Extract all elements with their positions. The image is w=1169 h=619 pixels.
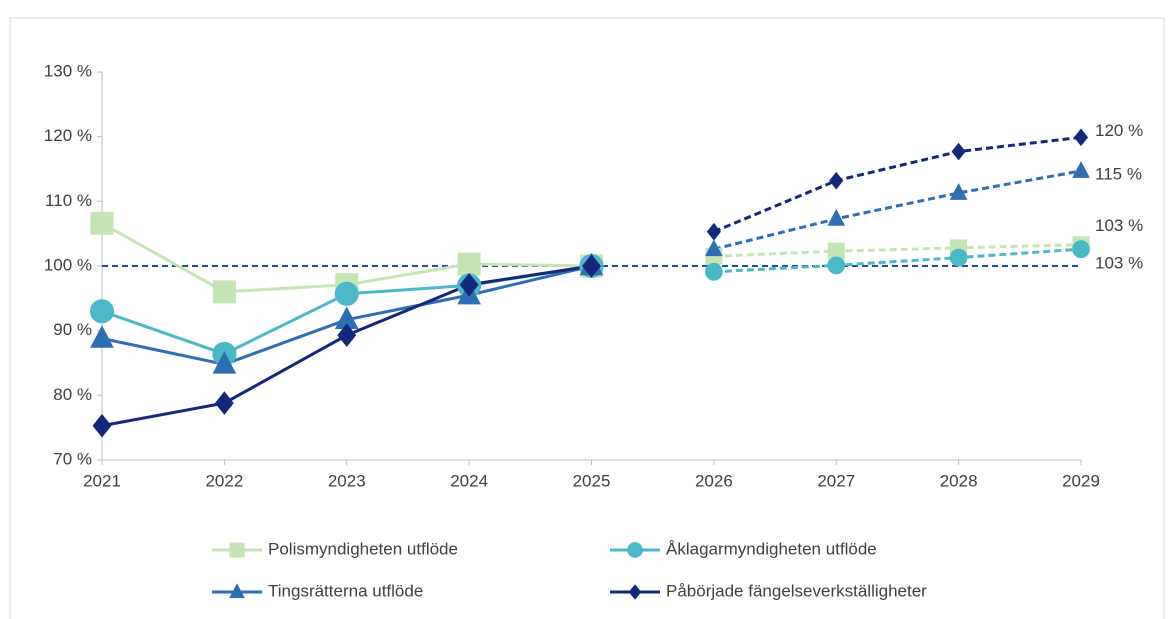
x-tick-label: 2025	[573, 471, 611, 490]
x-tick-label: 2022	[205, 471, 243, 490]
legend-label: Polismyndigheten utflöde	[268, 539, 458, 558]
y-tick-label: 80 %	[53, 385, 92, 404]
point	[214, 391, 234, 415]
point	[212, 351, 237, 374]
value-label: 103 %	[1095, 254, 1143, 273]
point	[89, 299, 115, 324]
point	[1073, 128, 1089, 147]
y-tick-label: 100 %	[44, 255, 92, 274]
point	[337, 323, 357, 347]
point	[459, 272, 479, 297]
series-line-forecast	[713, 169, 1082, 251]
point	[951, 142, 966, 161]
series-line-forecast	[713, 243, 1082, 258]
value-label: 103 %	[1095, 216, 1143, 235]
legend-marker	[229, 542, 245, 558]
x-tick-label: 2024	[450, 471, 488, 490]
x-tick-label: 2023	[328, 471, 366, 490]
series-line-forecast	[713, 247, 1082, 274]
x-tick-label: 2027	[817, 471, 855, 490]
x-tick-label: 2028	[940, 471, 978, 490]
y-tick-label: 70 %	[53, 449, 92, 468]
point	[582, 254, 601, 278]
point	[90, 211, 114, 235]
point	[829, 171, 844, 190]
legend-marker	[628, 584, 642, 600]
point	[827, 256, 846, 275]
y-tick-label: 90 %	[53, 320, 92, 339]
legend-label: Åklagarmyndigheten utflöde	[666, 539, 877, 558]
point	[827, 208, 846, 226]
y-tick-label: 120 %	[44, 126, 92, 145]
point	[334, 281, 359, 306]
point	[706, 222, 721, 241]
point	[1072, 240, 1090, 259]
value-label: 115 %	[1095, 164, 1142, 183]
point	[705, 239, 723, 257]
point	[457, 252, 481, 276]
legend-label: Påbörjade fängelseverkställigheter	[666, 581, 927, 600]
x-tick-label: 2021	[83, 471, 121, 490]
value-label: 120 %	[1095, 121, 1143, 140]
legend-marker	[229, 583, 245, 599]
point	[1072, 161, 1090, 178]
point	[212, 280, 236, 304]
series-line-forecast	[713, 135, 1082, 234]
point	[90, 325, 114, 348]
x-tick-label: 2029	[1062, 471, 1100, 490]
y-tick-label: 130 %	[44, 61, 92, 80]
point	[949, 183, 968, 200]
point	[949, 248, 968, 267]
x-tick-label: 2026	[695, 471, 733, 490]
y-tick-label: 110 %	[45, 191, 92, 210]
point	[704, 262, 723, 281]
chart-border	[9, 17, 1165, 619]
legend-marker	[627, 542, 643, 558]
legend-label: Tingsrätterna utflöde	[268, 581, 423, 600]
point	[92, 413, 112, 438]
